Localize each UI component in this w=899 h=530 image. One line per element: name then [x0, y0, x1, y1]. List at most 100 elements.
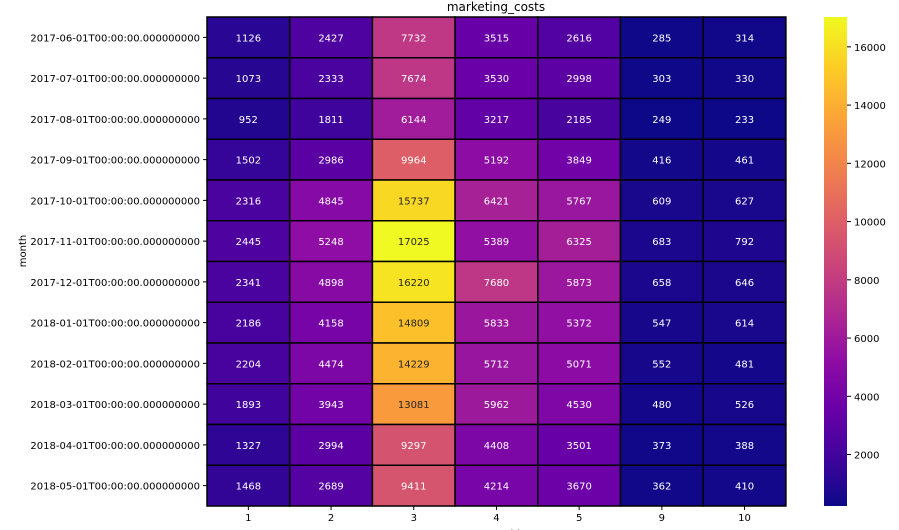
cell-value-label: 330 [735, 74, 754, 85]
cell-value-label: 4214 [484, 482, 509, 493]
heatmap-cell [454, 57, 539, 100]
y-tick-label: 2018-05-01T00:00:00.000000000 [30, 482, 200, 493]
heatmap-cell [454, 423, 539, 466]
heatmap-cell [288, 138, 374, 181]
cell-value-label: 5962 [484, 400, 509, 411]
heatmap-cell [371, 423, 456, 466]
x-tick-label: 1 [245, 513, 251, 524]
y-tick-labels: 2017-06-01T00:00:00.000000000 2017-07-01T… [30, 33, 207, 493]
cell-value-label: 303 [652, 74, 671, 85]
colorbar-tick-label: 8000 [854, 276, 879, 287]
cell-value-label: 416 [652, 156, 671, 167]
y-tick-label: 2018-03-01T00:00:00.000000000 [30, 400, 200, 411]
heatmap-cell [371, 220, 456, 263]
heatmap-cell [454, 97, 539, 140]
cell-value-label: 658 [652, 278, 671, 289]
cell-value-label: 15737 [398, 196, 430, 207]
cell-value-label: 3943 [318, 400, 343, 411]
cell-value-label: 285 [652, 33, 671, 44]
cell-value-label: 627 [735, 196, 754, 207]
heatmap-cell [371, 301, 456, 344]
cell-value-label: 526 [735, 400, 754, 411]
cell-value-label: 552 [652, 359, 671, 370]
cell-value-label: 683 [652, 237, 671, 248]
colorbar-tick-label: 16000 [854, 43, 886, 54]
cell-value-label: 362 [652, 482, 671, 493]
cell-value-label: 373 [652, 441, 671, 452]
cell-value-label: 2998 [566, 74, 591, 85]
y-tick-label: 2017-12-01T00:00:00.000000000 [30, 278, 200, 289]
cell-value-label: 3501 [566, 441, 591, 452]
cell-value-label: 2341 [236, 278, 261, 289]
heatmap-cell [206, 220, 291, 263]
heatmap-cell [619, 138, 704, 181]
cell-value-label: 547 [652, 319, 671, 330]
cell-value-label: 388 [735, 441, 754, 452]
cell-value-label: 5389 [484, 237, 509, 248]
cell-value-label: 614 [735, 319, 754, 330]
cell-value-label: 5712 [484, 359, 509, 370]
cell-value-label: 16220 [398, 278, 430, 289]
heatmap-cell [702, 57, 787, 100]
cell-value-label: 5192 [484, 156, 509, 167]
heatmap-cell [619, 260, 704, 303]
chart-title: marketing_costs [447, 0, 545, 14]
heatmap-cell [702, 260, 787, 303]
cell-value-label: 2616 [566, 33, 591, 44]
heatmap-cell [371, 383, 456, 426]
heatmap-cell [537, 138, 622, 181]
y-tick-label: 2018-04-01T00:00:00.000000000 [30, 441, 200, 452]
cell-value-label: 17025 [398, 237, 430, 248]
cell-value-label: 1126 [236, 33, 261, 44]
cell-value-label: 646 [735, 278, 754, 289]
colorbar [824, 17, 847, 506]
cell-value-label: 481 [735, 359, 754, 370]
cell-value-label: 6144 [401, 115, 426, 126]
cell-value-label: 5372 [566, 319, 591, 330]
cell-value-label: 5873 [566, 278, 591, 289]
colorbar-tick-label: 10000 [854, 218, 886, 229]
cell-value-label: 5833 [484, 319, 509, 330]
cell-value-label: 6325 [566, 237, 591, 248]
colorbar-tick-label: 14000 [854, 101, 886, 112]
y-tick-label: 2018-01-01T00:00:00.000000000 [30, 319, 200, 330]
x-tick-label: 9 [659, 513, 665, 524]
cell-value-label: 4408 [484, 441, 509, 452]
y-tick-label: 2017-08-01T00:00:00.000000000 [30, 115, 200, 126]
cell-value-label: 13081 [398, 400, 430, 411]
heatmap-cell [619, 179, 704, 222]
colorbar-tick-label: 4000 [854, 392, 879, 403]
cell-value-label: 1073 [236, 74, 261, 85]
cell-value-label: 4530 [566, 400, 591, 411]
cell-value-label: 5248 [318, 237, 343, 248]
cell-value-label: 952 [239, 115, 258, 126]
heatmap-cell [702, 138, 787, 181]
cell-value-label: 4898 [318, 278, 343, 289]
heatmap-cell [537, 97, 622, 140]
cell-value-label: 1811 [318, 115, 343, 126]
cell-value-label: 3530 [484, 74, 509, 85]
cell-value-label: 9964 [401, 156, 426, 167]
heatmap-cell [371, 97, 456, 140]
x-tick-label: 4 [493, 513, 499, 524]
cell-value-label: 3849 [566, 156, 591, 167]
heatmap-cell [619, 342, 704, 385]
cell-value-label: 2186 [236, 319, 261, 330]
cell-value-label: 2333 [318, 74, 343, 85]
colorbar-tick-label: 6000 [854, 334, 879, 345]
cell-value-label: 4158 [318, 319, 343, 330]
heatmap-cell [619, 464, 704, 507]
cell-value-label: 4845 [318, 196, 343, 207]
heatmap-cell [537, 383, 622, 426]
cell-value-label: 1468 [236, 482, 261, 493]
cell-value-label: 4474 [318, 359, 343, 370]
y-axis-label: month [18, 235, 29, 267]
colorbar-tick-label: 2000 [854, 451, 879, 462]
cell-value-label: 7680 [484, 278, 509, 289]
cell-value-label: 314 [735, 33, 754, 44]
cell-value-label: 609 [652, 196, 671, 207]
y-tick-label: 2017-10-01T00:00:00.000000000 [30, 196, 200, 207]
cell-value-label: 1893 [236, 400, 261, 411]
cell-value-label: 7674 [401, 74, 426, 85]
